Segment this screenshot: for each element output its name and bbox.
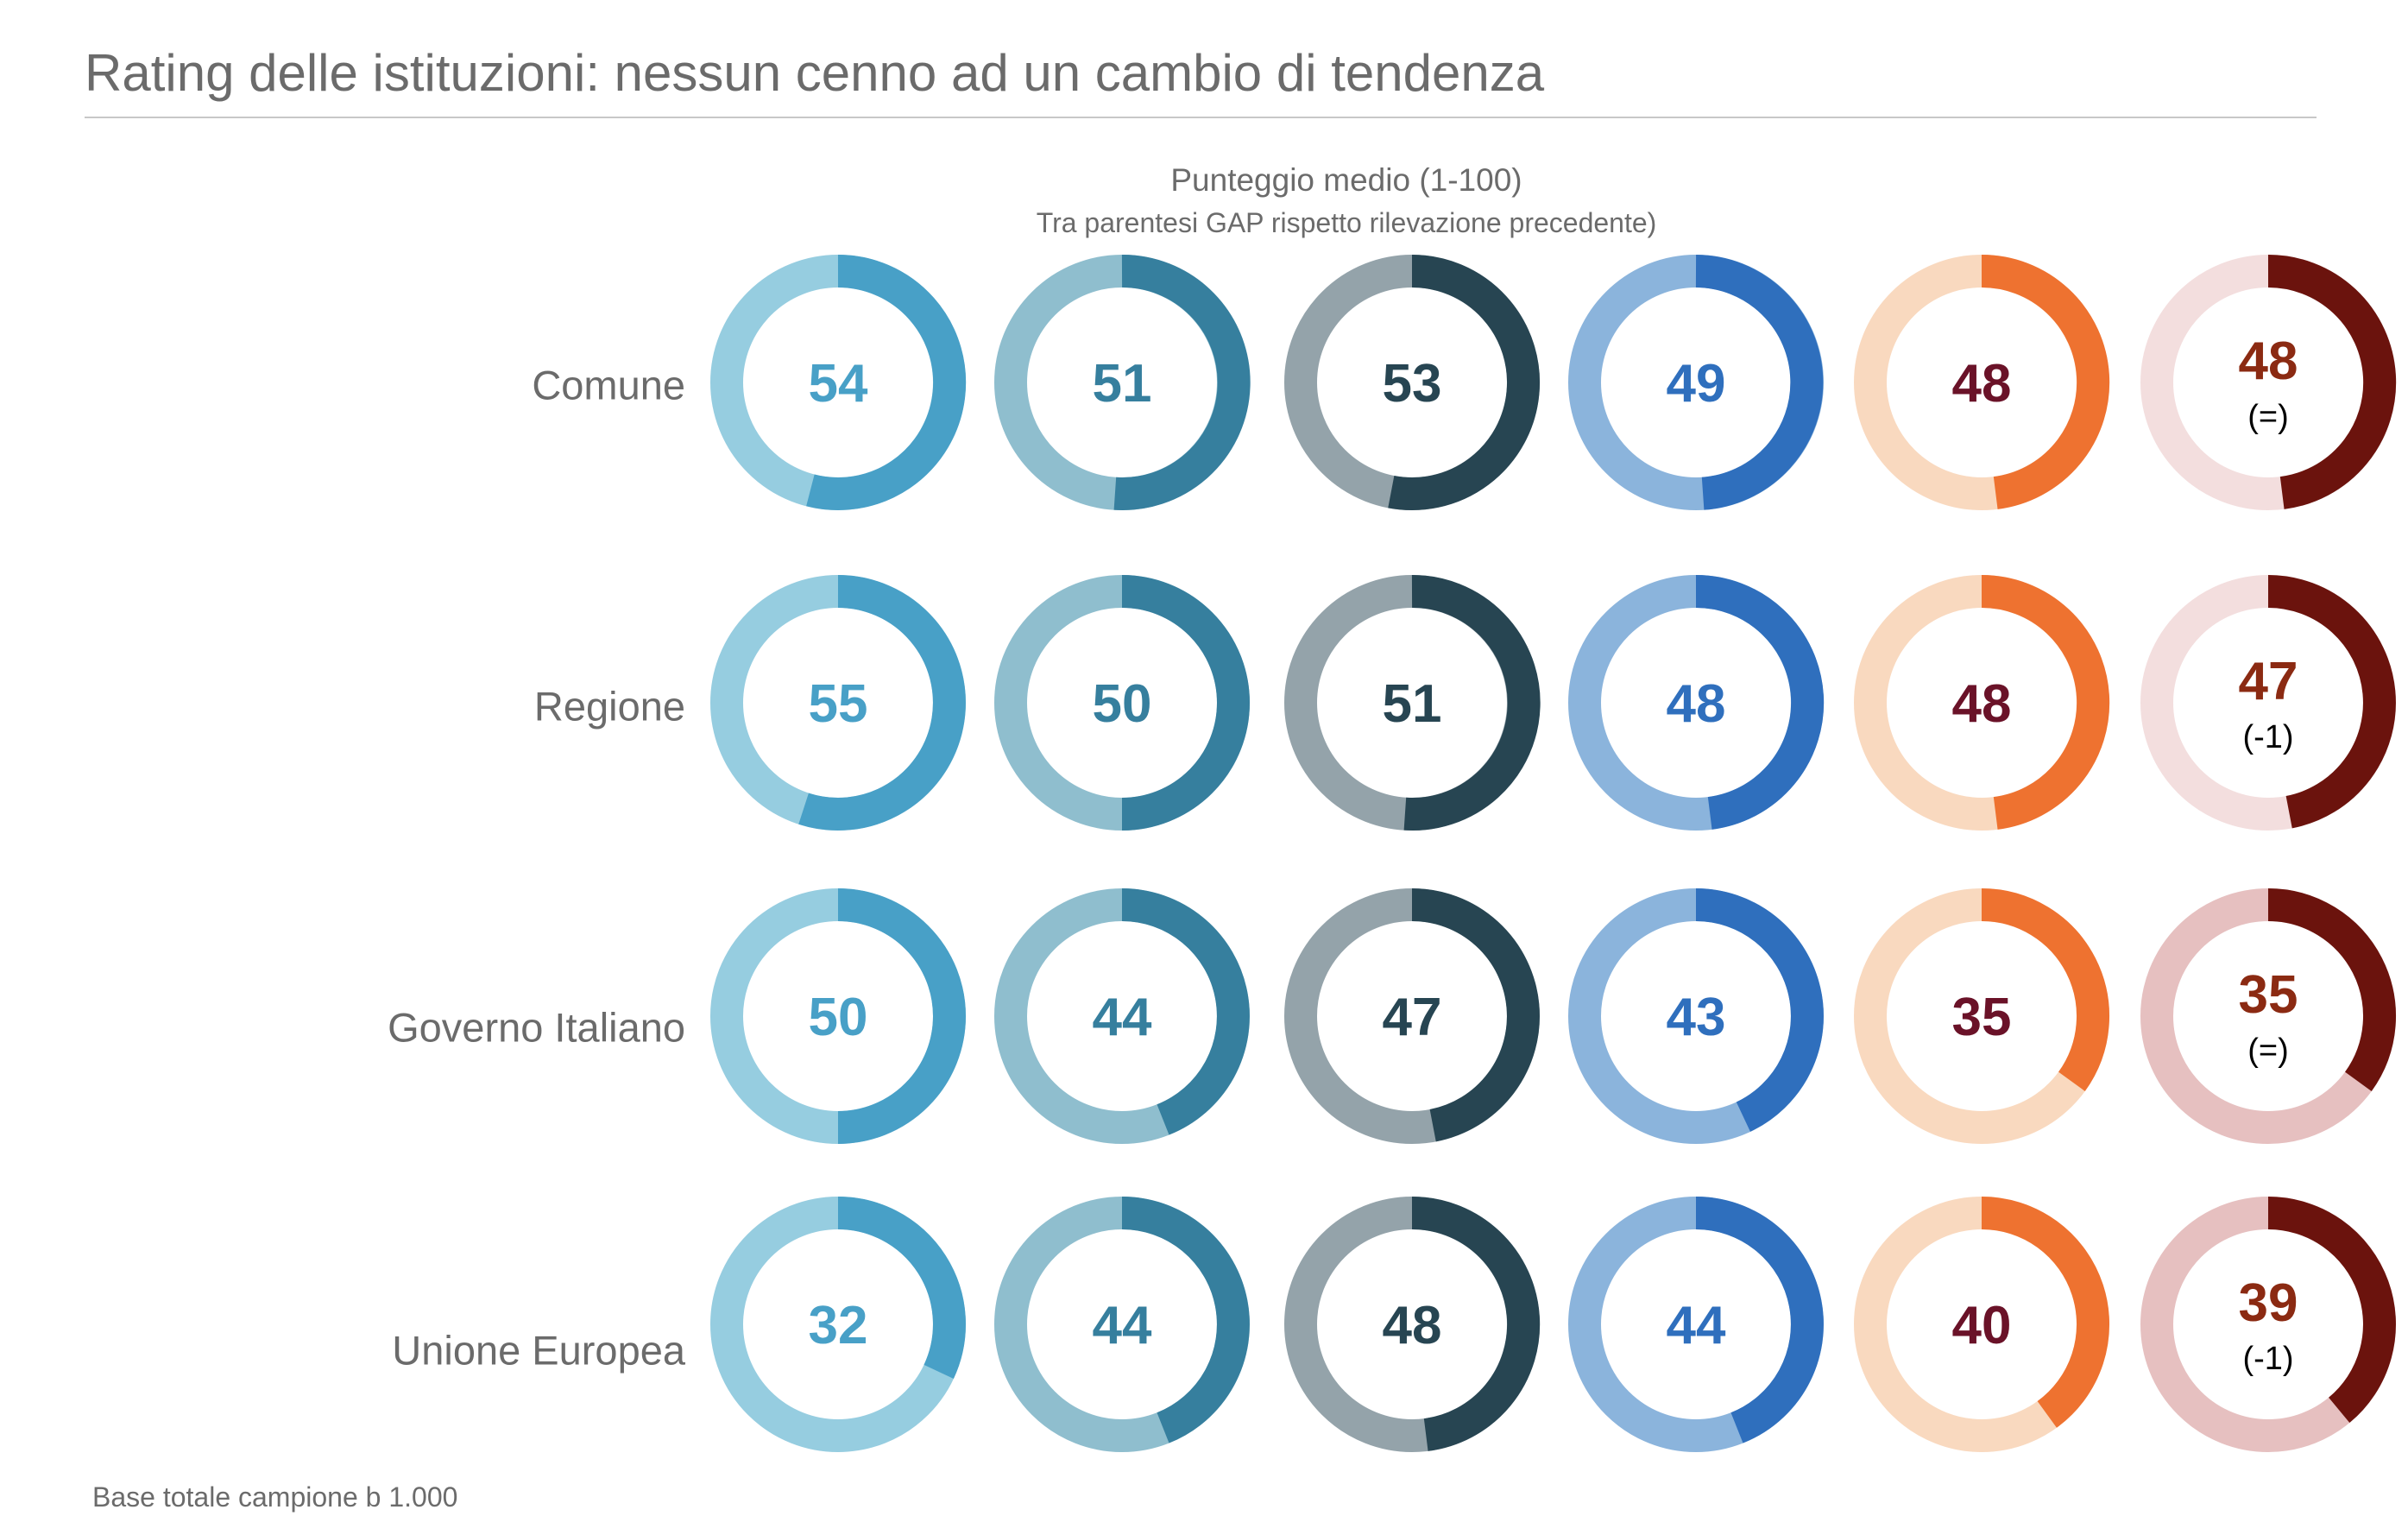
donut-value-label: 44	[1667, 1296, 1726, 1355]
donut-value-label: 44	[1093, 1296, 1152, 1355]
donut-value-arc	[1981, 888, 2109, 1091]
donut-value-label: 48	[1952, 674, 2012, 734]
donut-value-arc	[1113, 254, 1251, 510]
donut-value-arc	[1695, 255, 1824, 510]
donut-value-arc	[1695, 888, 1824, 1132]
donut-value-arc	[2267, 1197, 2396, 1424]
donut-gap-label: (=)	[2247, 1033, 2289, 1069]
donut-value-arc	[806, 255, 967, 510]
chart-subtitle: Punteggio medio (1-100)	[1170, 162, 1522, 198]
donut-value-arc	[1695, 575, 1825, 830]
donut-value-label: 43	[1667, 988, 1726, 1047]
donut-value-label: 44	[1093, 988, 1152, 1047]
chart-subtitle-note: Tra parentesi GAP rispetto rilevazione p…	[1036, 207, 1657, 238]
donut-gap-label: (-1)	[2242, 719, 2293, 755]
title-divider	[85, 117, 2317, 118]
donut-value-arc	[1981, 1197, 2110, 1428]
donut-value-label: 32	[809, 1296, 868, 1355]
donut-value-label: 48	[1952, 354, 2012, 414]
row-label-governo: Governo Italiano	[388, 1004, 685, 1051]
donut-value-arc	[1981, 255, 2110, 509]
row-label-regione: Regione	[533, 683, 685, 730]
donut-value-arc	[1411, 888, 1540, 1142]
row-label-ue: Unione Europea	[392, 1327, 685, 1374]
donut-value-arc	[1411, 1197, 1541, 1451]
donut-gap-label: (=)	[2247, 399, 2289, 435]
donut-value-arc	[1121, 575, 1250, 831]
donut-value-arc	[1121, 888, 1250, 1135]
donut-value-label: 55	[809, 674, 868, 734]
donut-value-arc	[837, 888, 966, 1144]
donut-value-arc	[2267, 575, 2396, 829]
donut-value-arc	[1121, 1197, 1250, 1443]
donut-value-arc	[1695, 1197, 1824, 1443]
donut-value-arc	[1388, 255, 1541, 510]
chart-title: Rating delle istituzioni: nessun cenno a…	[85, 44, 1545, 102]
donut-value-label: 39	[2239, 1273, 2298, 1333]
donut-value-label: 47	[1383, 988, 1442, 1047]
donut-value-label: 48	[1667, 674, 1726, 734]
donut-value-label: 49	[1667, 354, 1726, 414]
donut-value-label: 47	[2239, 652, 2298, 711]
donut-value-arc	[2267, 888, 2396, 1091]
donut-value-label: 50	[1093, 674, 1152, 734]
donut-value-label: 54	[809, 354, 868, 414]
donut-value-label: 53	[1383, 354, 1442, 414]
donut-value-arc	[2267, 255, 2397, 509]
donut-value-label: 40	[1952, 1296, 2012, 1355]
donut-value-arc	[798, 575, 966, 831]
donut-value-label: 35	[1952, 988, 2012, 1047]
donut-value-label: 51	[1093, 354, 1152, 414]
donut-value-label: 35	[2239, 965, 2298, 1025]
donut-value-arc	[1981, 575, 2110, 830]
donut-value-label: 50	[809, 988, 868, 1047]
row-label-comune: Comune	[532, 362, 685, 408]
donut-value-label: 51	[1383, 674, 1442, 734]
donut-value-label: 48	[2239, 332, 2298, 391]
donut-value-arc	[837, 1197, 966, 1379]
donut-value-label: 48	[1383, 1296, 1442, 1355]
footer-note: Base totale campione b 1.000	[92, 1481, 458, 1513]
donut-gap-label: (-1)	[2242, 1341, 2293, 1377]
donut-value-arc	[1403, 574, 1541, 831]
